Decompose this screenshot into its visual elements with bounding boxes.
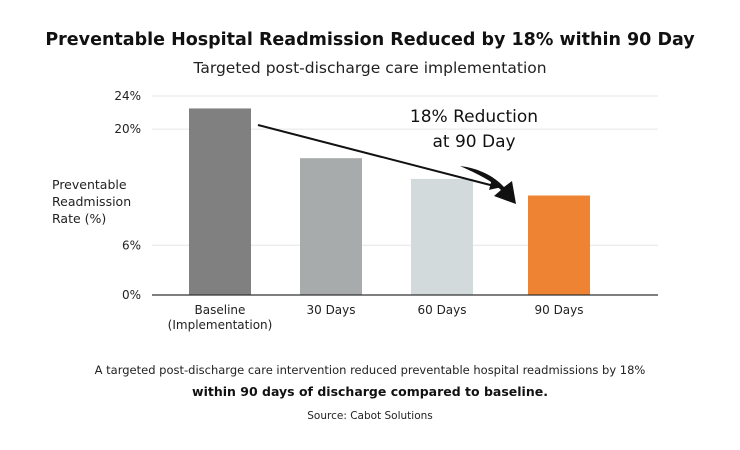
reduction-arrow-line — [257, 124, 500, 190]
x-tick-label: 30 Days — [306, 303, 355, 317]
x-tick-label: Baseline — [195, 303, 246, 317]
annotation-text: at 90 Day — [432, 132, 515, 152]
source-note: Source: Cabot Solutions — [307, 410, 433, 422]
bar — [528, 195, 590, 295]
y-tick-label: 0% — [122, 288, 141, 302]
y-axis-label-line: Readmission — [52, 194, 132, 209]
chart-caption: A targeted post-discharge care intervent… — [94, 363, 646, 377]
chart-caption-emphasis: within 90 days of discharge compared to … — [192, 384, 548, 399]
x-tick-label: 90 Days — [534, 303, 583, 317]
x-tick-label: 60 Days — [417, 303, 466, 317]
y-axis-label-line: Preventable — [52, 177, 127, 192]
x-tick-label: (Implementation) — [168, 318, 273, 332]
bar — [189, 108, 251, 295]
y-tick-label: 24% — [114, 89, 141, 103]
chart-subtitle: Targeted post-discharge care implementat… — [193, 59, 547, 77]
y-axis-label: Preventable Readmission Rate (%) — [52, 176, 131, 227]
y-tick-label: 20% — [114, 122, 141, 136]
annotation-text: 18% Reduction — [410, 107, 538, 127]
chart-title: Preventable Hospital Readmission Reduced… — [45, 30, 695, 50]
bar — [411, 178, 473, 295]
curved-arrow-icon — [460, 166, 516, 204]
y-axis-label-line: Rate (%) — [52, 211, 107, 226]
y-tick-label: 6% — [122, 238, 141, 252]
bar — [300, 158, 362, 295]
